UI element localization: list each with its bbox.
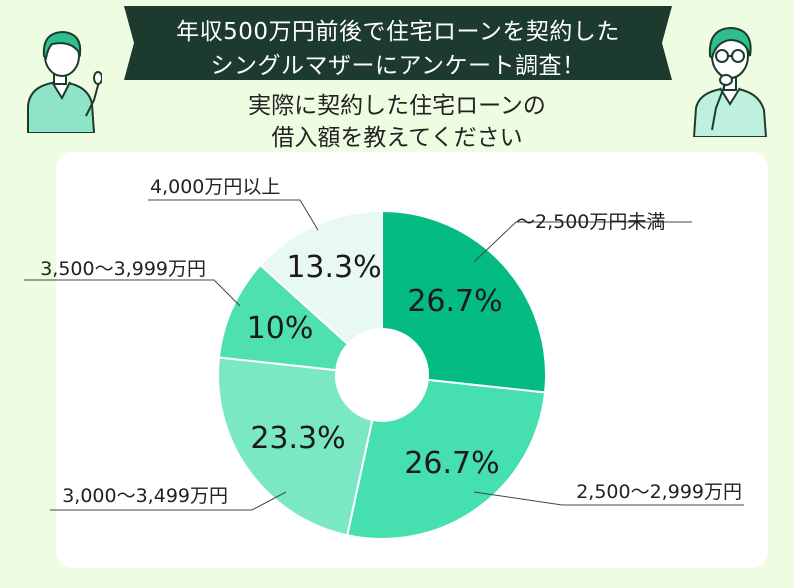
slice-value-label-1: 26.7% xyxy=(407,284,502,319)
slice-value-label-5: 13.3% xyxy=(286,250,381,285)
leader-line-4 xyxy=(24,279,241,307)
category-label-2: 2,500～2,999万円 xyxy=(576,481,742,503)
slice-value-label-3: 23.3% xyxy=(250,421,345,456)
banner-title-line2: シングルマザーにアンケート調査！ xyxy=(210,53,586,79)
banner-title-line1: 年収500万円前後で住宅ローンを契約した xyxy=(176,19,620,45)
donut-slice-5 xyxy=(258,209,383,346)
leader-line-3 xyxy=(50,491,287,511)
donut-slice-2 xyxy=(346,378,547,540)
person-thinking-icon xyxy=(692,26,768,137)
question-line2: 借入額を教えてください xyxy=(271,125,523,151)
banner-background xyxy=(124,6,672,80)
question-line1: 実際に契約した住宅ローンの xyxy=(248,93,546,119)
slice-value-label-4: 10% xyxy=(247,311,314,346)
leader-line-2 xyxy=(473,491,744,506)
category-label-5: 4,000万円以上 xyxy=(150,176,280,198)
title-banner: 年収500万円前後で住宅ローンを契約した シングルマザーにアンケート調査！ xyxy=(118,6,678,80)
category-label-3: 3,000～3,499万円 xyxy=(62,485,228,507)
leader-line-5 xyxy=(148,199,319,231)
person-pointing-icon xyxy=(27,30,102,133)
donut-slice-3 xyxy=(217,356,374,537)
category-label-1: ～2,500万円未満 xyxy=(516,211,665,233)
slice-value-label-2: 26.7% xyxy=(404,446,499,481)
category-label-4: 3,500～3,999万円 xyxy=(40,258,206,280)
donut-slice-1 xyxy=(381,209,547,394)
leader-line-1 xyxy=(473,221,692,263)
